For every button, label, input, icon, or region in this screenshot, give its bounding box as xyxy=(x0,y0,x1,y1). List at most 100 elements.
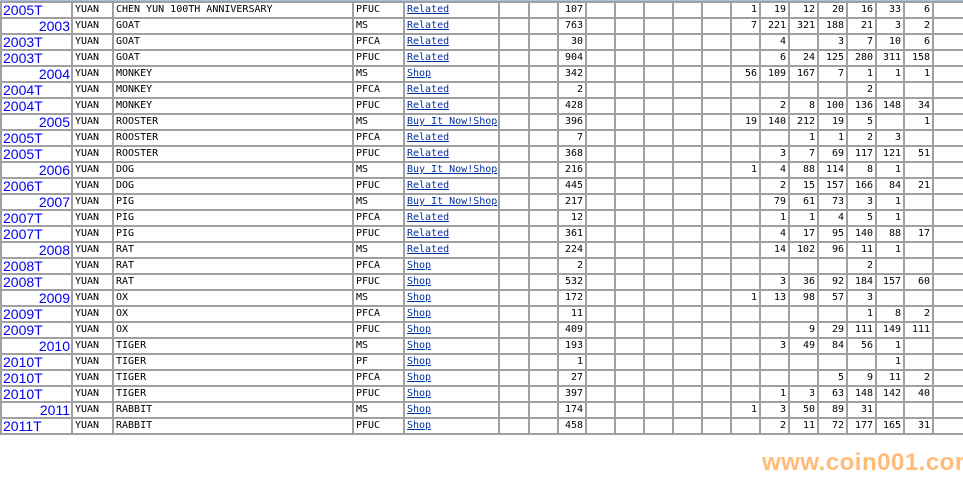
year-link[interactable]: 2011T xyxy=(3,418,42,434)
year-link[interactable]: 2008 xyxy=(38,242,70,258)
empty-cell xyxy=(498,81,530,99)
related-link[interactable]: Related xyxy=(407,180,450,191)
grade-count-cell: 1 xyxy=(846,65,877,83)
year-link[interactable]: 2010T xyxy=(3,370,43,386)
year-link[interactable]: 2007T xyxy=(3,210,43,226)
grade-count-cell: 8 xyxy=(846,161,877,179)
related-link[interactable]: Related xyxy=(407,228,450,239)
related-link[interactable]: Buy It Now!Shop xyxy=(407,116,498,127)
empty-cell xyxy=(614,273,645,291)
table-row: 2008T YUAN RAT PFCA Shop 2 2 xyxy=(0,257,963,275)
year-link[interactable]: 2005T xyxy=(3,130,43,146)
related-link[interactable]: Related xyxy=(407,84,450,95)
year-link[interactable]: 2005T xyxy=(3,146,43,162)
year-link[interactable]: 2004T xyxy=(3,98,43,114)
year-link[interactable]: 2005T xyxy=(3,2,43,18)
related-link[interactable]: Shop xyxy=(407,404,432,415)
link-cell: Shop xyxy=(403,65,500,83)
related-link[interactable]: Buy It Now!Shop xyxy=(407,164,498,175)
related-link[interactable]: Shop xyxy=(407,388,432,399)
year-link[interactable]: 2010T xyxy=(3,386,43,402)
related-link[interactable]: Shop xyxy=(407,260,432,271)
year-link[interactable]: 2008T xyxy=(3,274,43,290)
related-link[interactable]: Shop xyxy=(407,356,432,367)
year-link[interactable]: 2003 xyxy=(38,18,70,34)
empty-cell xyxy=(932,385,963,403)
empty-cell xyxy=(498,193,530,211)
empty-cell xyxy=(701,1,732,19)
empty-cell xyxy=(585,193,616,211)
year-link[interactable]: 2010 xyxy=(38,338,70,354)
grade-count-cell: 1 xyxy=(875,209,905,227)
grade-count-cell: 79 xyxy=(759,193,790,211)
grade-count-cell: 3 xyxy=(875,129,905,147)
grade-count-cell xyxy=(759,369,790,387)
empty-cell xyxy=(932,17,963,35)
related-link[interactable]: Related xyxy=(407,132,450,143)
year-link[interactable]: 2010T xyxy=(3,354,43,370)
table-row: 2010T YUAN TIGER PFCA Shop 27 5 9 11 2 xyxy=(0,369,963,387)
related-link[interactable]: Related xyxy=(407,52,450,63)
empty-cell xyxy=(528,1,559,19)
related-link[interactable]: Related xyxy=(407,244,450,255)
year-link[interactable]: 2009 xyxy=(38,290,70,306)
related-link[interactable]: Related xyxy=(407,20,450,31)
grade-count-cell: 57 xyxy=(817,289,848,307)
related-link[interactable]: Shop xyxy=(407,292,432,303)
year-link[interactable]: 2004 xyxy=(38,66,70,82)
year-link[interactable]: 2006 xyxy=(38,162,70,178)
empty-cell xyxy=(672,65,703,83)
year-link[interactable]: 2003T xyxy=(3,34,43,50)
type-cell: MS xyxy=(352,113,405,131)
empty-cell xyxy=(701,385,732,403)
empty-cell xyxy=(643,97,674,115)
type-cell: PFUC xyxy=(352,225,405,243)
related-link[interactable]: Shop xyxy=(407,68,432,79)
empty-cell xyxy=(585,177,616,195)
year-link[interactable]: 2008T xyxy=(3,258,43,274)
empty-cell xyxy=(498,65,530,83)
year-link[interactable]: 2009T xyxy=(3,306,43,322)
year-link[interactable]: 2003T xyxy=(3,50,43,66)
year-link[interactable]: 2011 xyxy=(39,402,70,418)
grade-count-cell: 109 xyxy=(759,65,790,83)
empty-cell xyxy=(643,289,674,307)
year-link[interactable]: 2007T xyxy=(3,226,43,242)
grade-count-cell: 1 xyxy=(730,1,761,19)
series-cell: YUAN xyxy=(71,417,114,435)
grade-count-cell: 12 xyxy=(788,1,819,19)
empty-cell xyxy=(701,193,732,211)
related-link[interactable]: Related xyxy=(407,36,450,47)
series-cell: YUAN xyxy=(71,177,114,195)
link-cell: Related xyxy=(403,49,500,67)
year-link[interactable]: 2006T xyxy=(3,178,43,194)
empty-cell xyxy=(672,145,703,163)
year-link[interactable]: 2009T xyxy=(3,322,43,338)
grade-count-cell: 36 xyxy=(788,273,819,291)
year-link[interactable]: 2005 xyxy=(38,114,70,130)
year-link[interactable]: 2004T xyxy=(3,82,43,98)
empty-cell xyxy=(528,369,559,387)
grade-count-cell: 84 xyxy=(875,177,905,195)
related-link[interactable]: Shop xyxy=(407,324,432,335)
grade-count-cell: 3 xyxy=(846,193,877,211)
related-link[interactable]: Shop xyxy=(407,420,432,431)
related-link[interactable]: Shop xyxy=(407,276,432,287)
empty-cell xyxy=(498,97,530,115)
empty-cell xyxy=(672,225,703,243)
grade-count-cell xyxy=(730,33,761,51)
related-link[interactable]: Related xyxy=(407,100,450,111)
related-link[interactable]: Shop xyxy=(407,372,432,383)
grade-count-cell: 148 xyxy=(875,97,905,115)
related-link[interactable]: Related xyxy=(407,148,450,159)
year-link[interactable]: 2007 xyxy=(38,194,70,210)
grade-count-cell: 98 xyxy=(788,289,819,307)
grade-count-cell: 20 xyxy=(817,1,848,19)
empty-cell xyxy=(614,177,645,195)
related-link[interactable]: Buy It Now!Shop xyxy=(407,196,498,207)
table-row: 2003 YUAN GOAT MS Related 763 7 221 321 188 21 3 2 xyxy=(0,17,963,35)
related-link[interactable]: Related xyxy=(407,4,450,15)
related-link[interactable]: Shop xyxy=(407,340,432,351)
related-link[interactable]: Related xyxy=(407,212,450,223)
related-link[interactable]: Shop xyxy=(407,308,432,319)
